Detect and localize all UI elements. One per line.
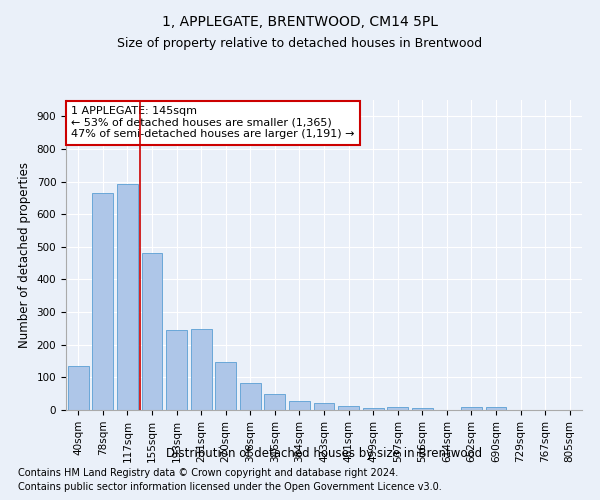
Bar: [191, 330, 212, 410]
Bar: [166, 330, 187, 410]
Bar: [485, 406, 506, 410]
Bar: [240, 383, 261, 410]
Bar: [362, 408, 383, 410]
Text: Distribution of detached houses by size in Brentwood: Distribution of detached houses by size …: [166, 448, 482, 460]
Text: 1, APPLEGATE, BRENTWOOD, CM14 5PL: 1, APPLEGATE, BRENTWOOD, CM14 5PL: [162, 15, 438, 29]
Bar: [338, 406, 359, 410]
Text: Contains HM Land Registry data © Crown copyright and database right 2024.: Contains HM Land Registry data © Crown c…: [18, 468, 398, 477]
Bar: [117, 184, 138, 410]
Bar: [289, 401, 310, 410]
Text: 1 APPLEGATE: 145sqm
← 53% of detached houses are smaller (1,365)
47% of semi-det: 1 APPLEGATE: 145sqm ← 53% of detached ho…: [71, 106, 355, 140]
Y-axis label: Number of detached properties: Number of detached properties: [18, 162, 31, 348]
Bar: [314, 404, 334, 410]
Text: Size of property relative to detached houses in Brentwood: Size of property relative to detached ho…: [118, 38, 482, 51]
Bar: [412, 408, 433, 410]
Bar: [142, 253, 163, 410]
Bar: [387, 406, 408, 410]
Text: Contains public sector information licensed under the Open Government Licence v3: Contains public sector information licen…: [18, 482, 442, 492]
Bar: [92, 193, 113, 410]
Bar: [265, 394, 286, 410]
Bar: [461, 406, 482, 410]
Bar: [68, 366, 89, 410]
Bar: [215, 362, 236, 410]
